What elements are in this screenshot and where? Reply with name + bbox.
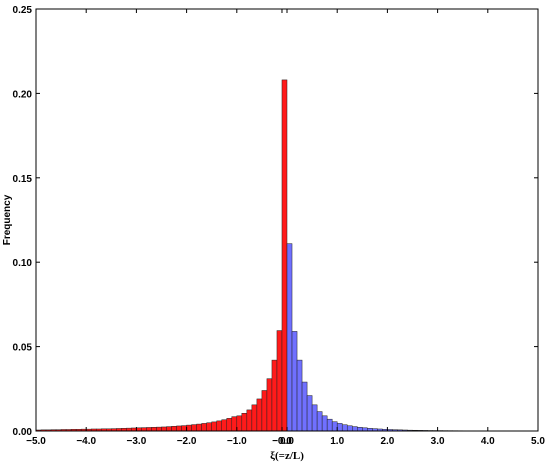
histogram-bar [336,423,343,432]
histogram-bar [226,418,233,432]
x-tick-label: −2.0 [177,436,197,447]
y-tick-label: 0.05 [13,343,33,354]
histogram-bar [306,395,313,432]
histogram-bar [266,378,273,432]
histogram-bar [161,426,167,432]
histogram-bar [346,425,353,432]
histogram-bar [146,427,152,432]
histogram-bar [186,424,192,432]
histogram-bar [156,426,162,432]
y-axis-ticks: 0.00 0.05 0.10 0.15 0.20 0.25 [13,5,538,438]
x-tick-label: −1.0 [227,436,247,447]
histogram-bar [176,425,182,432]
histogram-bar [261,390,268,432]
y-tick-label: 0.20 [13,89,33,100]
y-axis-label: Frequency [2,194,13,245]
histogram-bar [216,420,222,432]
histogram-bar [326,418,333,432]
histogram-bar [352,426,358,432]
histogram-bar [151,427,157,432]
histogram-bar [291,331,298,432]
x-tick-label: −3.0 [127,436,147,447]
histogram-bar [271,359,278,432]
histogram-bar [246,409,253,432]
x-tick-label: −0.0 [272,436,292,447]
x-tick-label: 2.0 [380,436,394,447]
x-axis-ticks: −5.0 −4.0 −3.0 −2.0 −1.0 −0.00.0 1.0 2.0 3.0 4.0 5… [26,9,545,447]
histogram-bar [236,415,243,432]
histogram-bars [35,79,489,432]
histogram-bar [141,427,147,432]
histogram-bar [211,421,217,432]
y-tick-label: 0.15 [13,174,33,185]
histogram-bar [341,424,348,432]
histogram-bar [276,330,283,432]
histogram-bar [201,423,207,432]
histogram-bar [321,415,328,432]
histogram-bar [191,424,197,432]
x-tick-label: −5.0 [26,436,46,447]
histogram-bar [357,427,363,432]
histogram-bar [221,419,228,432]
histogram-bar [241,413,248,432]
x-tick-label: −4.0 [76,436,96,447]
histogram-bar [256,398,263,432]
histogram-bar [166,426,172,432]
histogram-bar [281,79,288,432]
histogram-bar [316,411,323,432]
histogram-bar [181,425,187,432]
histogram-bar [206,422,212,432]
y-tick-label: 0.10 [13,258,33,269]
histogram-bar [251,404,258,432]
y-tick-label: 0.25 [13,5,33,16]
histogram-bar [286,243,293,432]
x-tick-label: 1.0 [330,436,344,447]
histogram-bar [311,404,318,432]
x-tick-label: 0.0 [280,436,294,447]
histogram-bar [301,381,308,432]
histogram-bar [171,426,177,432]
x-tick-label: 3.0 [431,436,445,447]
x-tick-label: 5.0 [531,436,545,447]
histogram-bar [331,421,338,432]
histogram-bar [196,423,202,432]
histogram-bar [296,359,303,432]
x-tick-label: 4.0 [481,436,495,447]
x-axis-label: ξ(=z/L) [270,450,304,462]
y-tick-label: 0.00 [13,427,33,438]
histogram-bar [231,416,238,432]
